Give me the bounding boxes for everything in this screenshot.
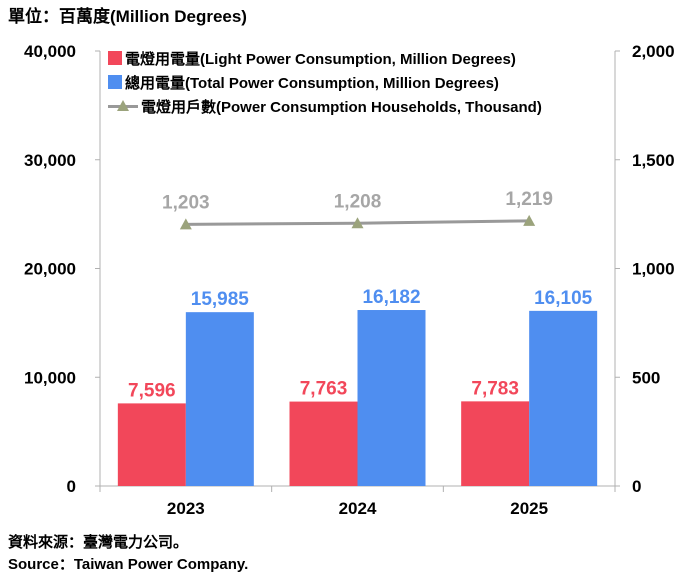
left-tick-label: 40,000 (24, 42, 76, 61)
x-tick-label: 2024 (339, 499, 377, 518)
bar-data-label: 7,783 (471, 378, 519, 399)
source-en: Source：Taiwan Power Company. (8, 556, 249, 573)
bar-data-label: 16,105 (534, 288, 593, 309)
bar-電燈-2024 (289, 401, 358, 486)
x-tick-label: 2025 (510, 499, 548, 518)
households-marker (351, 217, 364, 229)
bar-電燈-2025 (461, 401, 530, 486)
x-tick-label: 2023 (167, 499, 205, 518)
right-tick-label: 2,000 (632, 42, 675, 61)
bar-電燈-2023 (117, 403, 186, 486)
legend: 電燈用電量(Light Power Consumption, Million D… (108, 46, 542, 118)
bar-data-label: 16,182 (362, 287, 420, 308)
right-tick-label: 1,500 (632, 151, 675, 170)
right-tick-label: 0 (632, 477, 641, 496)
legend-label-light: 電燈用電量(Light Power Consumption, Million D… (125, 50, 516, 68)
combo-chart: 0 10,000 20,000 30,000 40,000 0 500 1,000 1,500 2… (24, 42, 675, 518)
households-data-label: 1,219 (505, 189, 553, 210)
households-marker (523, 214, 536, 226)
bar-data-label: 7,763 (300, 379, 348, 400)
legend-label-households: 電燈用戶數(Power Consumption Households, Thou… (141, 98, 542, 116)
legend-item-households: 電燈用戶數(Power Consumption Households, Thou… (108, 94, 542, 118)
bar-data-label: 7,596 (128, 380, 176, 401)
legend-swatch-total (108, 75, 122, 89)
source-zh: 資料來源：臺灣電力公司。 (8, 534, 189, 551)
legend-item-total: 總用電量(Total Power Consumption, Million De… (108, 70, 542, 94)
legend-swatch-light (108, 51, 122, 65)
left-tick-label: 10,000 (24, 368, 76, 387)
left-tick-label: 30,000 (24, 151, 76, 170)
bar-總用-2024 (357, 310, 426, 486)
bar-總用-2025 (529, 310, 598, 486)
legend-label-total: 總用電量(Total Power Consumption, Million De… (125, 74, 499, 92)
right-tick-label: 1,000 (632, 260, 675, 279)
left-tick-label: 0 (67, 477, 76, 496)
households-data-label: 1,208 (334, 191, 382, 212)
households-data-label: 1,203 (162, 192, 210, 213)
legend-item-light: 電燈用電量(Light Power Consumption, Million D… (108, 46, 542, 70)
unit-title: 單位：百萬度(Million Degrees) (8, 7, 247, 26)
legend-swatch-households (108, 99, 138, 113)
right-tick-label: 500 (632, 368, 660, 387)
households-marker (179, 218, 192, 230)
bar-data-label: 15,985 (191, 289, 250, 310)
bar-總用-2023 (185, 312, 254, 486)
left-tick-label: 20,000 (24, 260, 76, 279)
